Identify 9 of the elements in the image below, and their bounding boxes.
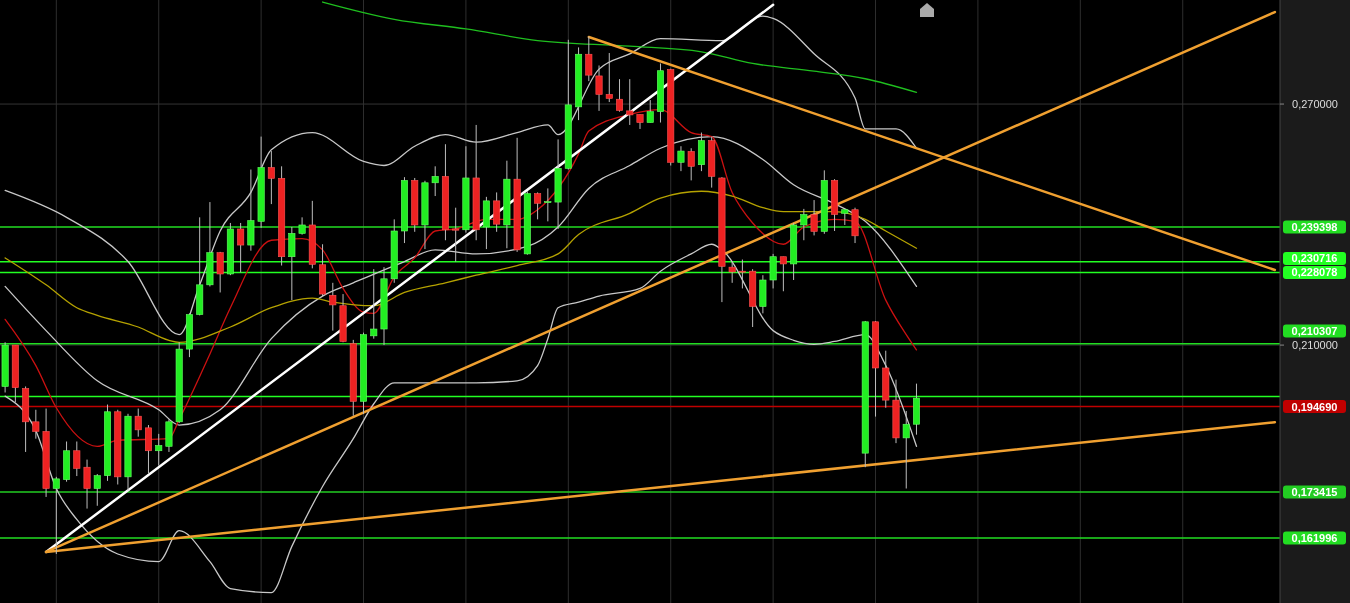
ref-line-label: 0,228078 bbox=[1291, 266, 1338, 279]
ref-line-label: 0,239398 bbox=[1291, 220, 1338, 233]
ref-line-label: 0,230716 bbox=[1291, 252, 1338, 265]
ref-line-label: 0,173415 bbox=[1291, 486, 1338, 499]
ref-line-label: 0,194690 bbox=[1291, 400, 1338, 413]
ref-line-label: 0,161996 bbox=[1291, 531, 1338, 544]
y-tick-label: 0,210000 bbox=[1292, 339, 1338, 352]
ref-line-label: 0,210307 bbox=[1291, 325, 1338, 338]
y-tick-label: 0,270000 bbox=[1292, 98, 1338, 111]
